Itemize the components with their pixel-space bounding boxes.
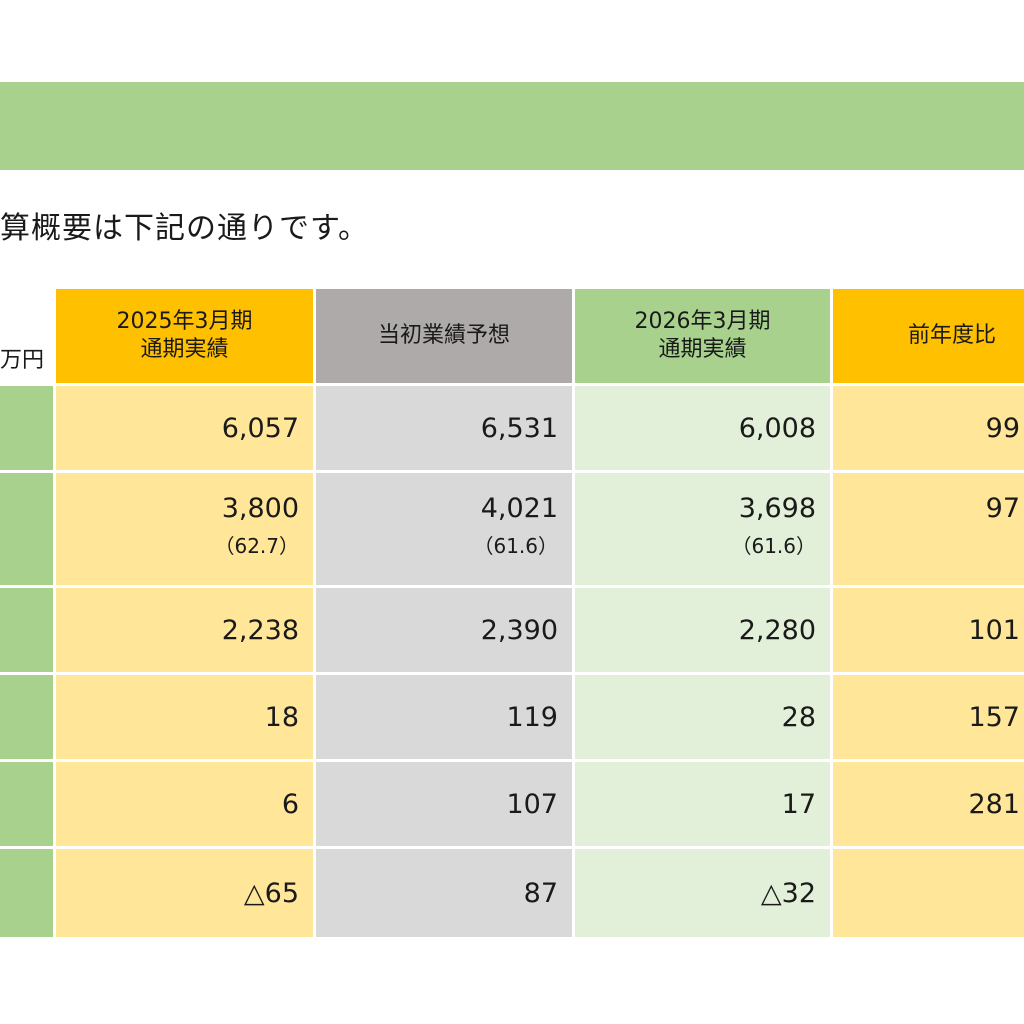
table-cell: 99: [833, 386, 1024, 470]
header-line: 2026年3月期: [634, 309, 771, 334]
row-label-cell: [0, 762, 53, 846]
unit-label: 万円: [0, 348, 44, 373]
table-cell: 107: [316, 762, 572, 846]
table-cell: 101: [833, 588, 1024, 672]
table-cell: 3,698 （61.6）: [575, 473, 830, 585]
table-cell: 18: [56, 675, 313, 759]
table-cell: 119: [316, 675, 572, 759]
row-label-cell: [0, 849, 53, 937]
table-cell: 281: [833, 762, 1024, 846]
header-line: 当初業績予想: [377, 323, 510, 348]
table-cell: 4,021 （61.6）: [316, 473, 572, 585]
table-cell: 6,008: [575, 386, 830, 470]
header-fy2026-actual: 2026年3月期 通期実績: [575, 289, 830, 383]
header-line: 前年度比: [908, 323, 997, 348]
table-cell: 2,280: [575, 588, 830, 672]
table-cell: 17: [575, 762, 830, 846]
header-line: 2025年3月期: [116, 309, 253, 334]
cell-value: 3,698: [738, 493, 816, 524]
table-cell: 2,238: [56, 588, 313, 672]
header-initial-forecast: 当初業績予想: [316, 289, 572, 383]
table-cell: 97: [833, 473, 1024, 585]
cell-ratio: （62.7）: [214, 534, 299, 558]
table-cell: 2,390: [316, 588, 572, 672]
table-cell: △32: [575, 849, 830, 937]
table-cell: [833, 849, 1024, 937]
table-cell: 28: [575, 675, 830, 759]
header-fy2025-actual: 2025年3月期 通期実績: [56, 289, 313, 383]
cell-ratio: （61.6）: [473, 534, 558, 558]
table-cell: 157: [833, 675, 1024, 759]
header-yoy: 前年度比: [833, 289, 1024, 383]
table-cell: △65: [56, 849, 313, 937]
intro-text: 算概要は下記の通りです。: [0, 211, 369, 246]
row-label-cell: [0, 386, 53, 470]
cell-value: 97: [985, 493, 1020, 524]
cell-value: 3,800: [221, 493, 299, 524]
cell-value: 4,021: [480, 493, 558, 524]
table-cell: 6,531: [316, 386, 572, 470]
header-line: 通期実績: [658, 337, 747, 362]
row-label-cell: [0, 473, 53, 585]
table-cell: 6,057: [56, 386, 313, 470]
table-cell: 3,800 （62.7）: [56, 473, 313, 585]
row-label-cell: [0, 588, 53, 672]
cell-ratio: （61.6）: [731, 534, 816, 558]
row-label-cell: [0, 675, 53, 759]
table-cell: 87: [316, 849, 572, 937]
table-cell: 6: [56, 762, 313, 846]
header-line: 通期実績: [140, 337, 229, 362]
title-banner: [0, 82, 1024, 170]
